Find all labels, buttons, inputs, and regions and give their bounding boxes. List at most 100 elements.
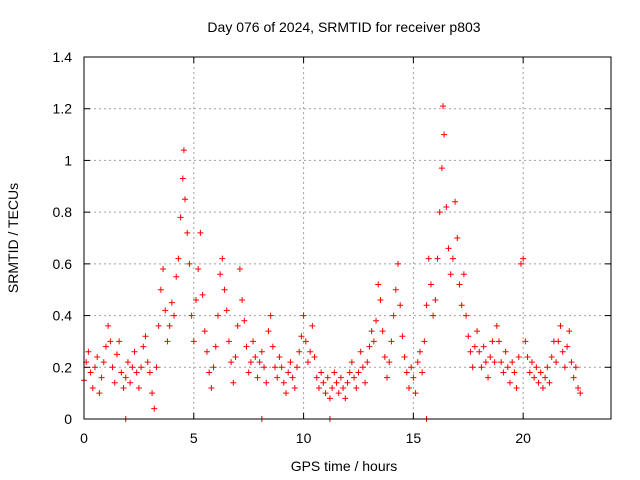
data-point (214, 312, 221, 319)
data-point (155, 322, 162, 329)
data-point (144, 359, 151, 366)
data-point (208, 384, 215, 391)
data-point (166, 322, 173, 329)
data-point (430, 312, 437, 319)
data-point (309, 322, 316, 329)
data-point (555, 338, 562, 345)
data-point (368, 328, 375, 335)
data-point (171, 312, 178, 319)
data-point (353, 384, 360, 391)
data-point (570, 374, 577, 381)
data-point (311, 353, 318, 360)
data-point (109, 364, 116, 371)
data-point (506, 379, 513, 386)
data-point (408, 364, 415, 371)
y-tick-label: 1 (64, 152, 72, 168)
data-point (509, 359, 516, 366)
data-point (261, 364, 268, 371)
data-point (304, 359, 311, 366)
points-layer (81, 103, 584, 422)
data-point (335, 390, 342, 397)
data-point (131, 348, 138, 355)
data-point (313, 374, 320, 381)
data-point (102, 343, 109, 350)
data-point (395, 260, 402, 267)
data-point (272, 364, 279, 371)
data-point (366, 343, 373, 350)
data-point (399, 333, 406, 340)
data-point (504, 364, 511, 371)
data-point (135, 384, 142, 391)
data-point (217, 271, 224, 278)
data-point (561, 364, 568, 371)
data-point (331, 369, 338, 376)
data-point (471, 343, 478, 350)
data-point (320, 379, 327, 386)
data-point (329, 384, 336, 391)
data-point (85, 348, 92, 355)
data-point (456, 281, 463, 288)
data-point (381, 353, 388, 360)
data-point (285, 369, 292, 376)
x-tick-label: 5 (190, 430, 198, 446)
data-point (186, 260, 193, 267)
data-point (458, 302, 465, 309)
data-point (228, 359, 235, 366)
data-point (234, 322, 241, 329)
data-point (500, 369, 507, 376)
data-point (572, 364, 579, 371)
data-point (300, 312, 307, 319)
grid-layer (84, 57, 611, 419)
data-point (474, 328, 481, 335)
data-point (91, 364, 98, 371)
data-point (502, 348, 509, 355)
data-point (359, 364, 366, 371)
data-point (318, 369, 325, 376)
data-point (322, 390, 329, 397)
data-point (524, 353, 531, 360)
data-point (440, 103, 447, 110)
data-point (98, 374, 105, 381)
y-tick-label: 0.6 (53, 256, 73, 272)
data-point (293, 364, 300, 371)
data-point (87, 369, 94, 376)
data-point (546, 379, 553, 386)
data-point (421, 338, 428, 345)
data-point (423, 302, 430, 309)
data-point (267, 312, 274, 319)
y-tick-label: 1.4 (53, 49, 73, 65)
data-point (258, 348, 265, 355)
data-point (384, 374, 391, 381)
data-point (355, 369, 362, 376)
data-point (180, 147, 187, 154)
data-point (160, 266, 167, 273)
data-point (247, 359, 254, 366)
data-point (443, 203, 450, 210)
data-point (221, 286, 228, 293)
data-point (96, 390, 103, 397)
data-point (577, 390, 584, 397)
data-point (89, 384, 96, 391)
data-point (302, 338, 309, 345)
data-point (243, 343, 250, 350)
y-axis-label: SRMTID / TECUs (5, 183, 21, 293)
data-point (315, 384, 322, 391)
data-point (493, 322, 500, 329)
data-point (129, 364, 136, 371)
y-tick-label: 1.2 (53, 101, 73, 117)
data-point (449, 255, 456, 262)
data-point (184, 229, 191, 236)
data-point (287, 359, 294, 366)
data-point (370, 338, 377, 345)
data-point (432, 297, 439, 304)
y-tick-label: 0.8 (53, 204, 73, 220)
x-tick-label: 0 (80, 430, 88, 446)
data-point (377, 297, 384, 304)
data-point (276, 353, 283, 360)
data-point (487, 353, 494, 360)
data-point (133, 369, 140, 376)
data-point (175, 255, 182, 262)
data-point (124, 359, 131, 366)
